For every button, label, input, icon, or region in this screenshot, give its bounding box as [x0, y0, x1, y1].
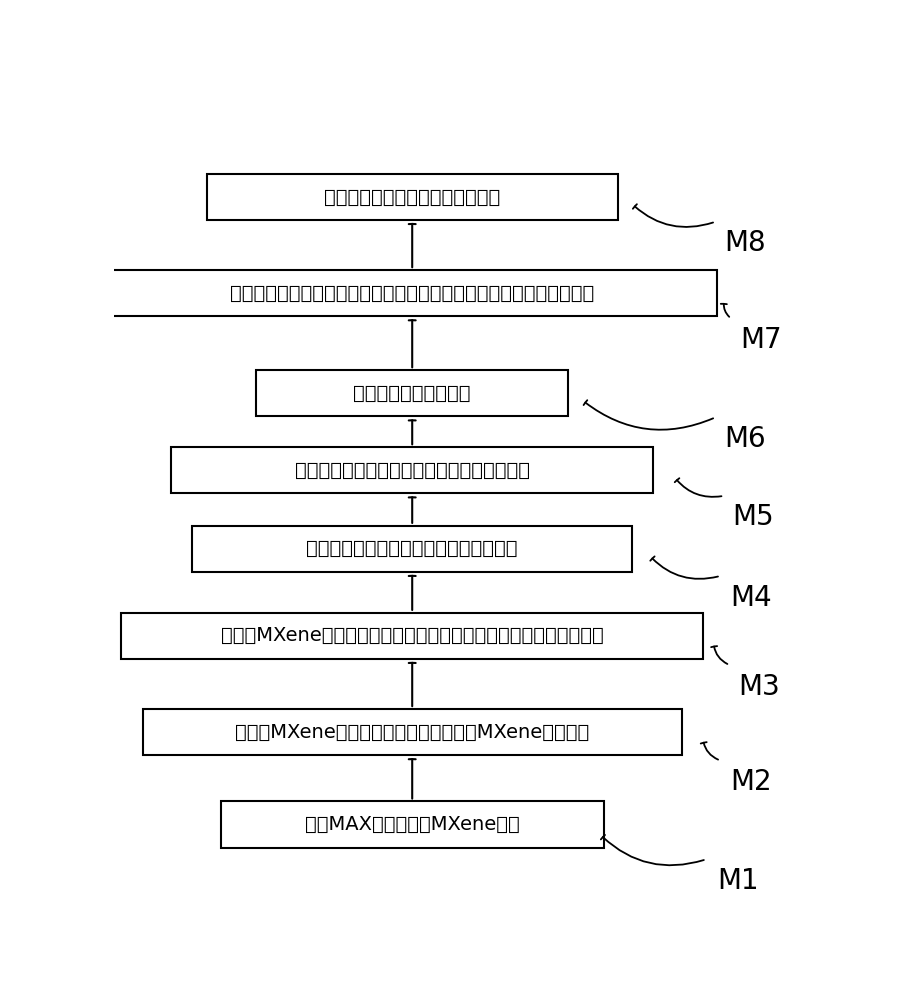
- Text: M4: M4: [730, 584, 771, 612]
- FancyBboxPatch shape: [192, 526, 632, 572]
- Text: 将所述敏感层置于所述弹性电极上: 将所述敏感层置于所述弹性电极上: [324, 188, 501, 207]
- Text: 在所述MXene材料中添加导电材料，得到MXene复合材料: 在所述MXene材料中添加导电材料，得到MXene复合材料: [235, 723, 589, 742]
- Text: M1: M1: [717, 867, 759, 895]
- FancyBboxPatch shape: [207, 174, 618, 220]
- FancyBboxPatch shape: [122, 613, 703, 659]
- Text: M7: M7: [740, 326, 781, 354]
- FancyBboxPatch shape: [107, 270, 717, 316]
- Text: 去除基底得到弹性电极: 去除基底得到弹性电极: [353, 384, 471, 403]
- Text: M5: M5: [733, 503, 774, 531]
- Text: 在基底上涂覆弹性电极支撑层，并图形化: 在基底上涂覆弹性电极支撑层，并图形化: [307, 539, 518, 558]
- FancyBboxPatch shape: [256, 370, 568, 416]
- Text: M6: M6: [725, 425, 766, 453]
- Text: 在所述支持层上利用剥离工艺制备电极导电层: 在所述支持层上利用剥离工艺制备电极导电层: [295, 461, 530, 480]
- FancyBboxPatch shape: [143, 709, 682, 755]
- Text: 刻蚀MAX相材料得到MXene材料: 刻蚀MAX相材料得到MXene材料: [305, 815, 520, 834]
- Text: 浇铸弹性聚合物制备弹性衬底，将所述弹性电极转移至所述弹性衬底上: 浇铸弹性聚合物制备弹性衬底，将所述弹性电极转移至所述弹性衬底上: [230, 284, 595, 303]
- Text: M2: M2: [730, 768, 771, 796]
- Text: 将所述MXene复合材料修饰到支撑材料上，形成应变传感器的敏感层: 将所述MXene复合材料修饰到支撑材料上，形成应变传感器的敏感层: [221, 626, 604, 645]
- FancyBboxPatch shape: [221, 801, 604, 848]
- Text: M8: M8: [725, 229, 766, 257]
- Text: M3: M3: [738, 673, 780, 701]
- FancyBboxPatch shape: [171, 447, 653, 493]
